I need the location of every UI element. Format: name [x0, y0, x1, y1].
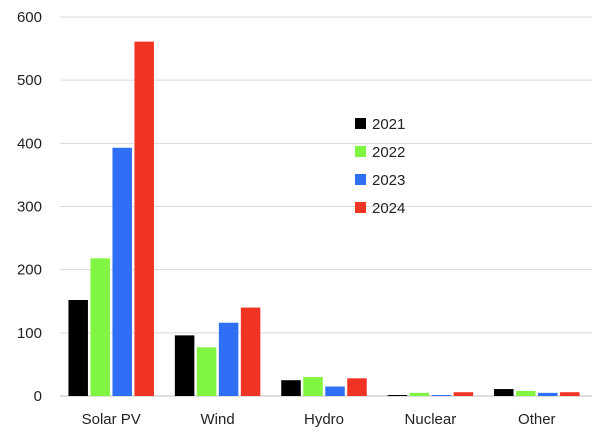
legend-label: 2024: [372, 200, 405, 217]
legend-swatch-2023: [355, 174, 366, 185]
bar-nuclear-2024: [453, 392, 474, 396]
bar-nuclear-2023: [431, 395, 452, 396]
legend-label: 2023: [372, 172, 405, 189]
x-category-label: Hydro: [304, 411, 344, 428]
y-tick-label: 400: [17, 135, 42, 152]
bars: [68, 41, 580, 396]
legend-label: 2022: [372, 144, 405, 161]
bar-other-2023: [538, 392, 558, 396]
y-tick-label: 500: [17, 72, 42, 89]
bar-hydro-2024: [347, 378, 367, 396]
bar-other-2021: [494, 389, 514, 396]
bar-solar-pv-2021: [68, 299, 88, 396]
x-category-label: Other: [518, 411, 556, 428]
x-category-label: Nuclear: [405, 411, 457, 428]
legend-swatch-2022: [355, 146, 366, 157]
bar-solar-pv-2022: [90, 258, 110, 396]
legend-swatch-2024: [355, 202, 366, 213]
x-category-label: Wind: [201, 411, 235, 428]
y-tick-label: 300: [17, 199, 42, 216]
y-axis-ticks: 0 100 200 300 400 500 600: [17, 9, 42, 405]
legend-swatch-2021: [355, 118, 366, 129]
bar-other-2024: [560, 392, 580, 396]
bar-solar-pv-2024: [134, 41, 154, 396]
bar-solar-pv-2023: [112, 147, 132, 396]
bar-other-2022: [516, 390, 536, 396]
bar-nuclear-2021: [387, 395, 408, 396]
bar-nuclear-2022: [409, 392, 430, 396]
bar-wind-2024: [240, 307, 261, 396]
y-tick-label: 100: [17, 325, 42, 342]
bar-hydro-2023: [325, 386, 345, 396]
y-tick-label: 200: [17, 262, 42, 279]
x-axis-categories: Solar PV Wind Hydro Nuclear Other: [82, 411, 556, 428]
bar-hydro-2022: [303, 377, 323, 396]
y-tick-label: 0: [34, 388, 42, 405]
bar-wind-2022: [196, 347, 217, 396]
y-tick-label: 600: [17, 9, 42, 26]
bar-hydro-2021: [281, 380, 301, 396]
bar-wind-2021: [174, 335, 195, 396]
bar-wind-2023: [218, 322, 239, 396]
legend: 2021 2022 2023 2024: [355, 116, 405, 217]
x-category-label: Solar PV: [82, 411, 141, 428]
legend-label: 2021: [372, 116, 405, 133]
